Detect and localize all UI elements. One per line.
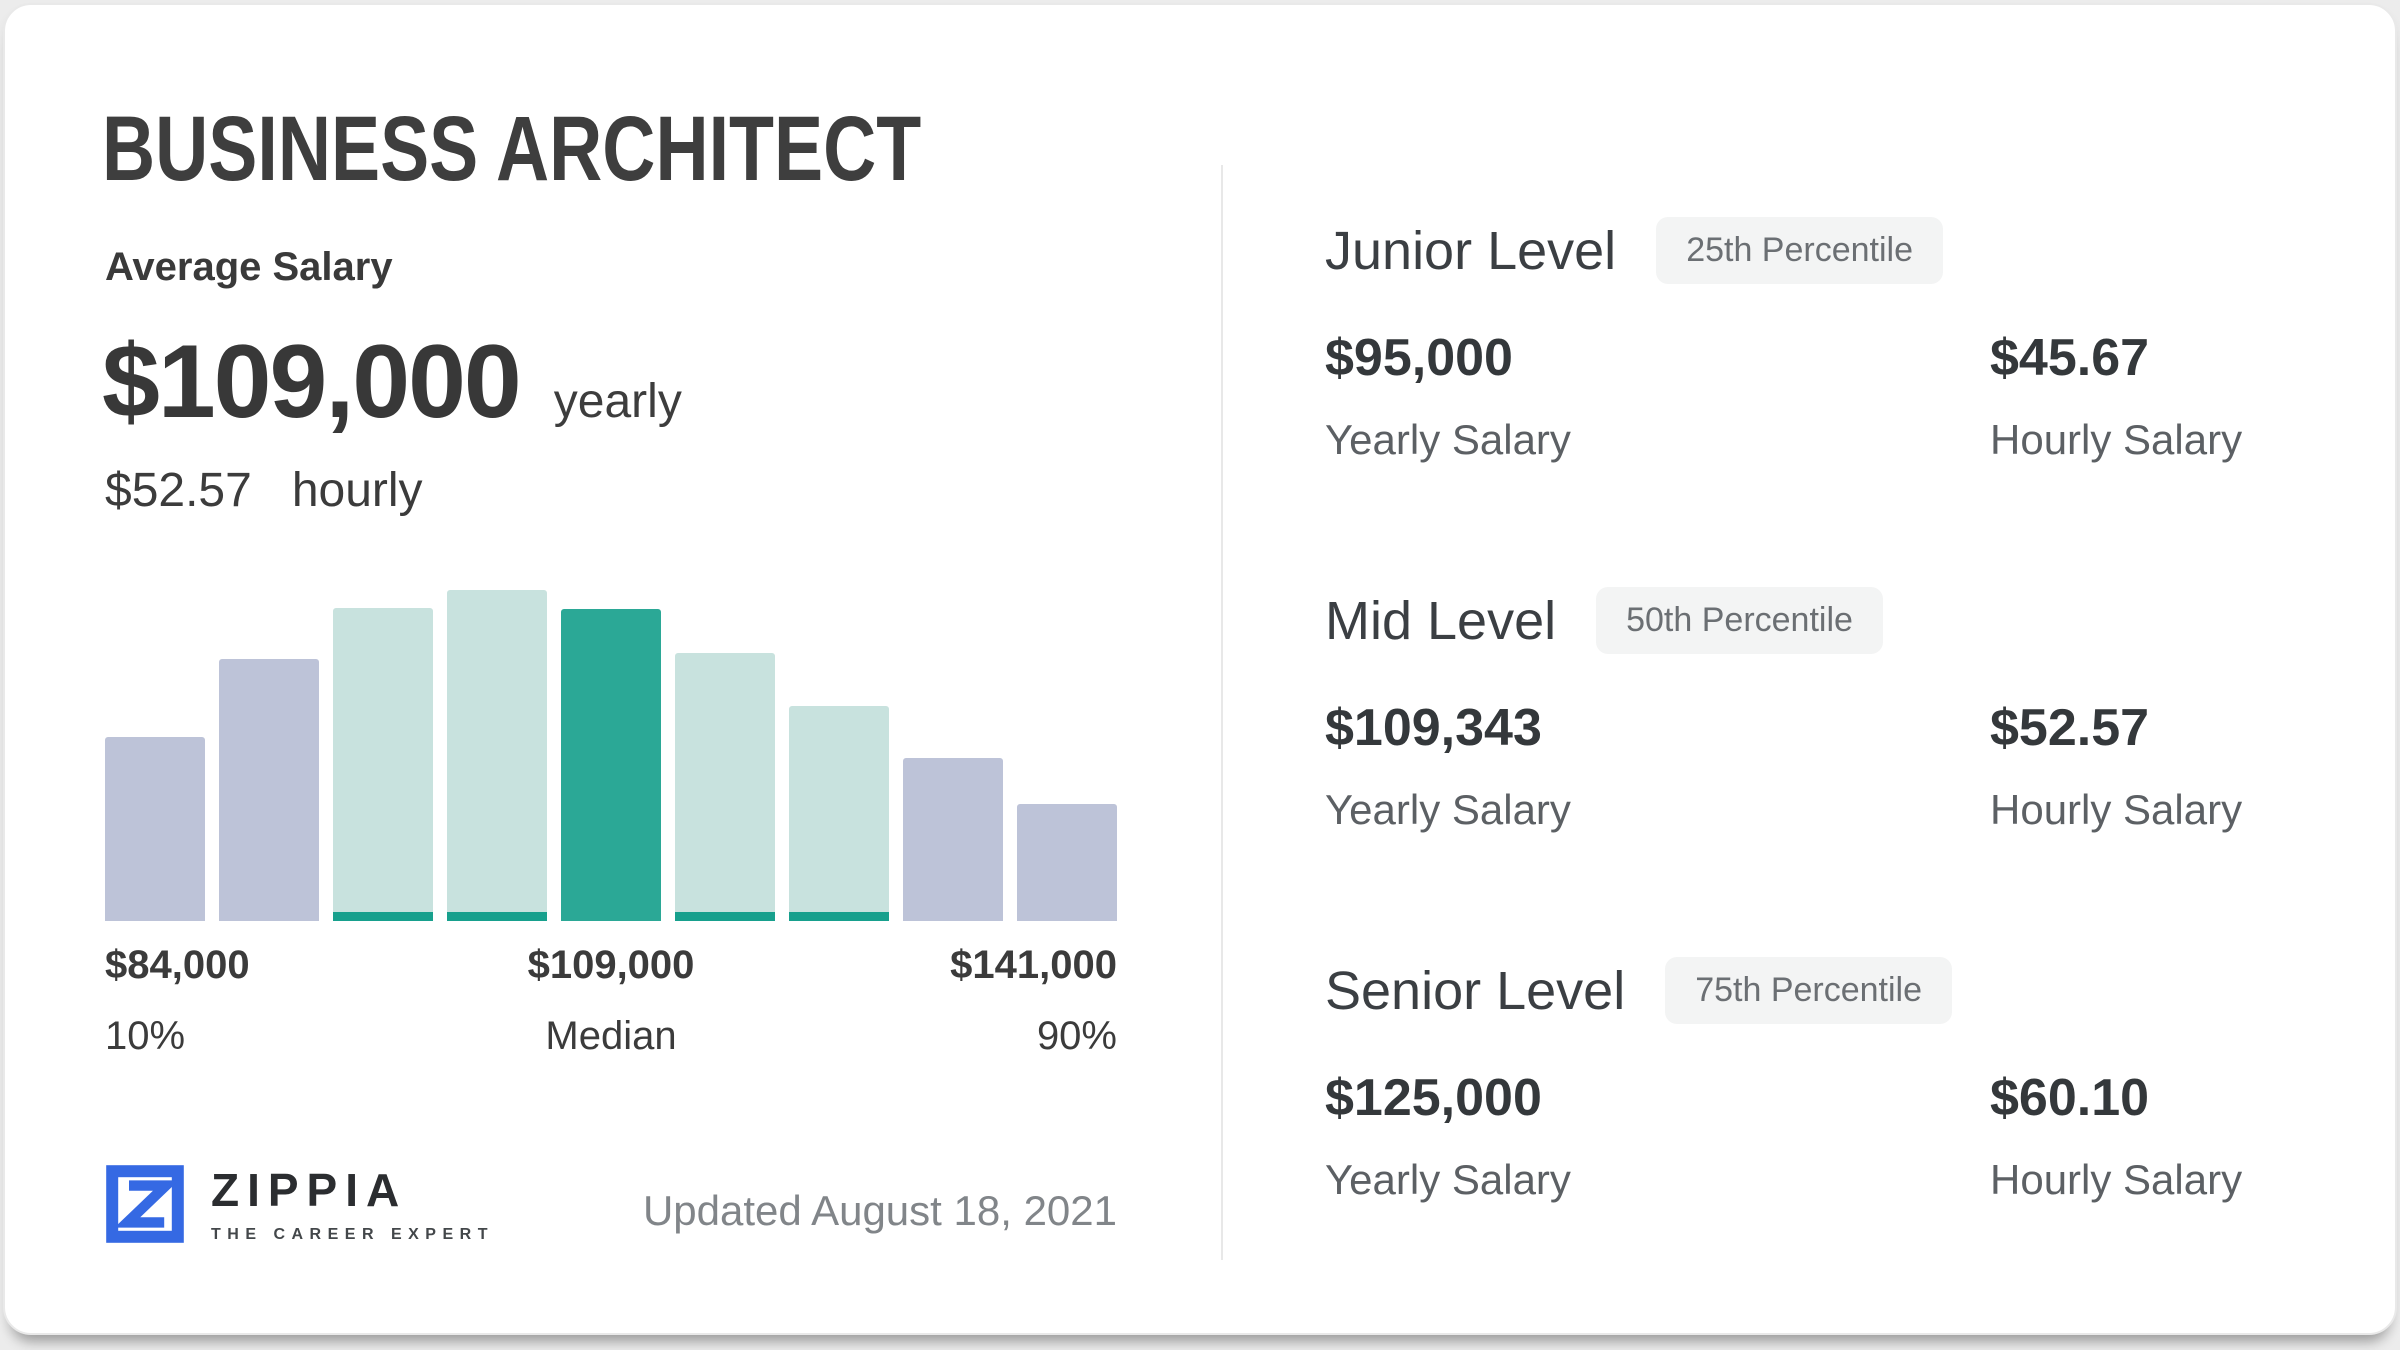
- mid-yearly-value: $109,343: [1325, 699, 1542, 757]
- histogram-bar: [1017, 804, 1117, 921]
- senior-yearly-stat: $125,000 Yearly Salary: [1325, 1068, 1990, 1204]
- mid-yearly-stat: $109,343 Yearly Salary: [1325, 698, 1990, 834]
- junior-yearly-stat: $95,000 Yearly Salary: [1325, 328, 1990, 464]
- percentile-90-label: 90%: [1036, 1014, 1117, 1058]
- mid-level-title: Mid Level: [1325, 590, 1557, 651]
- page-title: BUSINESS ARCHITECT: [102, 98, 922, 200]
- histogram-bar: [219, 659, 319, 921]
- senior-hourly-label: Hourly Salary: [1990, 1156, 2243, 1203]
- salary-histogram: [105, 585, 1117, 921]
- junior-yearly-label: Yearly Salary: [1325, 416, 1571, 463]
- median-label: Median: [545, 1014, 677, 1058]
- histogram-bar-strip: [789, 912, 889, 921]
- junior-hourly-stat: $45.67 Hourly Salary: [1990, 328, 2242, 464]
- senior-percentile-badge: 75th Percentile: [1665, 957, 1953, 1024]
- average-hourly-unit: hourly: [291, 464, 423, 517]
- zippia-logo-icon: [106, 1164, 184, 1243]
- senior-yearly-value: $125,000: [1325, 1069, 1542, 1127]
- mid-hourly-label: Hourly Salary: [1990, 786, 2243, 833]
- mid-heading-row: Mid Level 50th Percentile: [1325, 587, 2315, 654]
- percentile-90-marker: $141,000 90%: [950, 943, 1117, 1059]
- histogram-bar: [447, 590, 547, 921]
- histogram-bar-strip: [447, 912, 547, 921]
- updated-date: Updated August 18, 2021: [642, 1187, 1117, 1234]
- percentile-10-marker: $84,000 10%: [105, 943, 250, 1059]
- histogram-bar: [561, 609, 661, 921]
- senior-hourly-value: $60.10: [1990, 1069, 2150, 1127]
- histogram-bar: [105, 737, 205, 921]
- brand-tagline: THE CAREER EXPERT: [211, 1226, 494, 1243]
- median-value: $109,000: [527, 943, 695, 987]
- mid-hourly-stat: $52.57 Hourly Salary: [1990, 698, 2242, 834]
- mid-stats: $109,343 Yearly Salary $52.57 Hourly Sal…: [1325, 698, 2315, 834]
- average-hourly-value: $52.57: [105, 464, 252, 517]
- percentile-90-value: $141,000: [950, 943, 1117, 987]
- histogram-bar: [675, 653, 775, 921]
- senior-heading-row: Senior Level 75th Percentile: [1325, 957, 2315, 1024]
- median-marker: $109,000 Median: [528, 943, 695, 1059]
- senior-hourly-stat: $60.10 Hourly Salary: [1990, 1068, 2242, 1204]
- brand-name: ZIPPIA: [211, 1164, 408, 1216]
- mid-percentile-badge: 50th Percentile: [1596, 587, 1883, 654]
- histogram-bar: [789, 706, 889, 921]
- average-yearly-row: $109,000 yearly: [102, 323, 682, 442]
- junior-level-title: Junior Level: [1325, 220, 1617, 281]
- junior-heading-row: Junior Level 25th Percentile: [1325, 217, 2315, 284]
- salary-card: BUSINESS ARCHITECT Average Salary $109,0…: [3, 3, 2397, 1335]
- zippia-logo: ZIPPIA THE CAREER EXPERT: [105, 1163, 494, 1244]
- senior-yearly-label: Yearly Salary: [1325, 1156, 1571, 1203]
- section-junior-level: Junior Level 25th Percentile $95,000 Yea…: [1325, 217, 2315, 464]
- histogram-bar-strip: [333, 912, 433, 921]
- mid-yearly-label: Yearly Salary: [1325, 786, 1571, 833]
- average-yearly-value: $109,000: [102, 324, 522, 440]
- junior-yearly-value: $95,000: [1325, 329, 1513, 387]
- mid-hourly-value: $52.57: [1990, 699, 2150, 757]
- junior-percentile-badge: 25th Percentile: [1656, 217, 1943, 284]
- vertical-divider: [1221, 165, 1223, 1260]
- junior-hourly-label: Hourly Salary: [1990, 416, 2243, 463]
- histogram-bar-strip: [675, 912, 775, 921]
- percentile-10-label: 10%: [105, 1014, 186, 1058]
- histogram-bar: [333, 608, 433, 921]
- junior-hourly-value: $45.67: [1990, 329, 2150, 387]
- section-mid-level: Mid Level 50th Percentile $109,343 Yearl…: [1325, 587, 2315, 834]
- senior-level-title: Senior Level: [1325, 960, 1626, 1021]
- senior-stats: $125,000 Yearly Salary $60.10 Hourly Sal…: [1325, 1068, 2315, 1204]
- percentile-10-value: $84,000: [105, 943, 250, 987]
- histogram-bar: [903, 758, 1003, 921]
- junior-stats: $95,000 Yearly Salary $45.67 Hourly Sala…: [1325, 328, 2315, 464]
- section-senior-level: Senior Level 75th Percentile $125,000 Ye…: [1325, 957, 2315, 1204]
- average-hourly-row: $52.57 hourly: [105, 463, 423, 518]
- average-salary-label: Average Salary: [105, 245, 393, 289]
- zippia-logo-text: ZIPPIA THE CAREER EXPERT: [211, 1163, 494, 1244]
- average-yearly-unit: yearly: [553, 375, 682, 428]
